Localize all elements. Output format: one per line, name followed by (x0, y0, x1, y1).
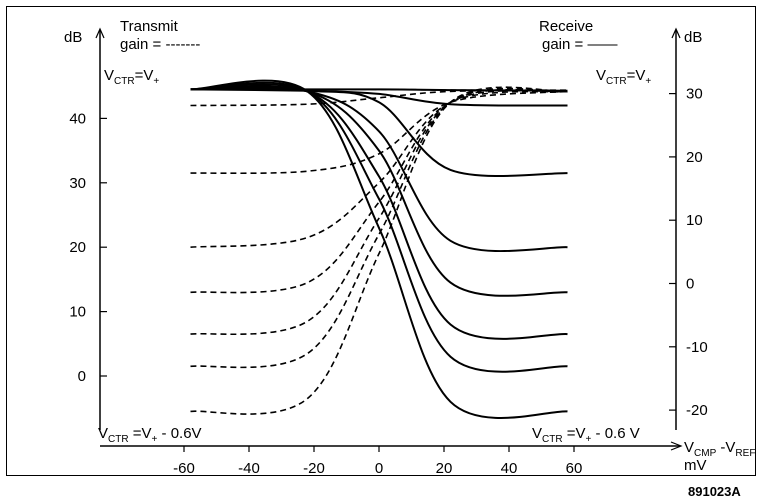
x-tick-label: 40 (501, 460, 518, 477)
left-tick-label: 10 (69, 304, 86, 321)
figure-id: 891023A (688, 484, 741, 499)
right-tick-label: 0 (686, 276, 694, 293)
receive-gain-curve-14 (190, 81, 568, 373)
vctr-top-right: VCTR=V+ (596, 67, 651, 87)
right-axis-unit: dB (684, 29, 702, 46)
legend-transmit-title: Transmit (120, 18, 179, 35)
x-axis-arrow (670, 441, 683, 451)
vctr-top-left: VCTR=V+ (104, 67, 159, 87)
left-tick-label: 0 (78, 368, 86, 385)
receive-gain-curve-10 (190, 88, 568, 177)
x-tick-label: 0 (375, 460, 383, 477)
x-tick-label: -40 (238, 460, 260, 477)
receive-gain-curve-13 (190, 83, 568, 340)
left-tick-label: 20 (69, 239, 86, 256)
x-tick-label: -20 (303, 460, 325, 477)
right-tick-label: 20 (686, 149, 703, 166)
transmit-gain-curve-2 (190, 90, 568, 175)
left-tick-label: 30 (69, 175, 86, 192)
x-tick-label: -60 (173, 460, 195, 477)
transmit-gain-curve-7 (190, 86, 568, 415)
chart-frame (6, 6, 756, 476)
right-tick-label: -10 (686, 339, 708, 356)
x-tick-label: 20 (436, 460, 453, 477)
legend-receive-style: gain = —— (542, 36, 617, 53)
x-tick-label: 60 (566, 460, 583, 477)
transmit-gain-curve-4 (190, 89, 568, 294)
transmit-gain-curve-5 (190, 88, 568, 336)
right-tick-label: -20 (686, 402, 708, 419)
left-axis-unit: dB (64, 29, 82, 46)
receive-gain-curve-11 (190, 86, 568, 253)
legend-transmit-style: gain = ------- (120, 36, 200, 53)
transmit-gain-curve-3 (190, 90, 568, 248)
left-y-axis-arrow (95, 27, 105, 39)
vctr-bottom-left: VCTR =V+ - 0.6V (98, 425, 202, 445)
vctr-bottom-right: VCTR =V+ - 0.6 V (532, 425, 640, 445)
right-tick-label: 30 (686, 86, 703, 103)
right-y-axis-arrow (671, 27, 681, 39)
x-axis-unit: mV (684, 457, 707, 474)
receive-gain-curve-12 (190, 85, 568, 297)
receive-gain-curve-15 (190, 79, 568, 419)
left-tick-label: 40 (69, 110, 86, 127)
right-tick-label: 10 (686, 212, 703, 229)
legend-receive-title: Receive (539, 18, 593, 35)
x-axis-label: VCMP -VREF (684, 439, 755, 459)
